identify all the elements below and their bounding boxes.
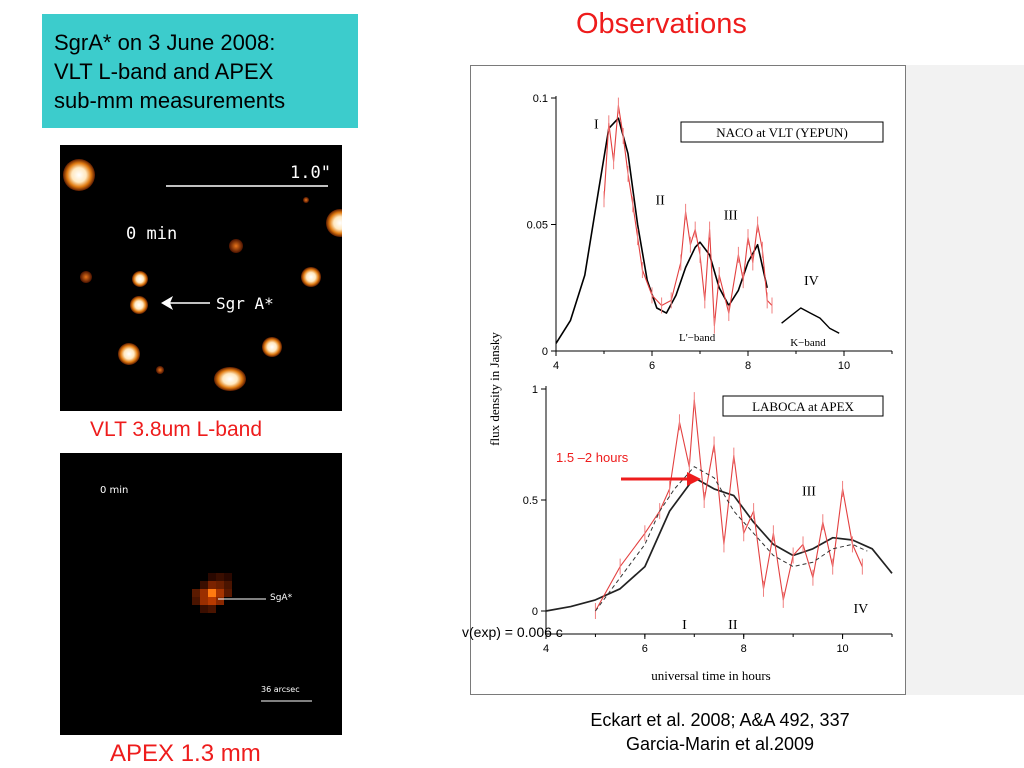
naco-series-line [781,307,840,334]
title-line-2: VLT L-band and APEX [54,59,274,84]
naco-title-box [680,121,884,143]
laboca-title-box [722,395,884,417]
pixel [200,597,208,605]
naco-ticks: 4 6 8 10 0 0.05 0.1 [527,93,893,372]
apex-image-canvas: 0 min SgA* 36 arcsec [100,485,312,702]
star-blob [262,337,282,357]
expansion-velocity-annotation: v(exp) = 0.006 c [462,624,563,640]
laboca-lines [545,392,893,619]
apex-caption: APEX 1.3 mm [110,740,261,767]
x-tick-label: 6 [642,643,648,655]
star-blob [132,271,148,287]
time-label: 0 min [100,485,128,496]
x-tick-label: 4 [543,643,549,655]
pixel [208,605,216,613]
apex-image: 0 min SgA* 36 arcsec [60,453,342,735]
laboca-series-line [594,399,863,612]
star-blob [118,343,140,365]
flare-label: IV [853,602,868,617]
target-label: SgA* [270,593,293,603]
x-tick-label: 4 [553,360,559,372]
pixel [208,581,216,589]
flare-label: III [724,208,738,223]
x-tick-label: 6 [649,360,655,372]
pixel [216,581,224,589]
band-label: L'−band [679,332,716,344]
flare-label: II [728,618,738,633]
star-blob [301,267,321,287]
vlt-image: 1.0" 0 min Sgr A* [60,145,354,411]
pixel [216,573,224,581]
flare-label: I [594,117,599,132]
pixel [224,581,232,589]
y-tick-label: 0 [542,346,548,358]
slide-title-box: SgrA* on 3 June 2008: VLT L-band and APE… [42,14,358,128]
annotation-arrowhead [687,472,701,486]
title-line-3: sub-mm measurements [54,88,286,113]
y-tick-label: 1 [532,384,538,396]
star-blob [229,239,243,253]
laboca-series-line [545,476,893,612]
pixel [224,589,232,597]
y-axis-label: flux density in Jansky [487,332,502,446]
y-tick-label: 0.1 [533,93,548,105]
pixel [200,605,208,613]
y-tick-label: 0.05 [527,220,548,232]
reference-line-2: Garcia-Marin et al.2009 [625,734,815,754]
pixel [208,589,216,597]
x-tick-label: 8 [745,360,751,372]
star-blob [214,367,246,391]
pixel [192,589,200,597]
flare-label: III [802,485,816,500]
laboca-ticks: 4 6 8 10 0 0.5 1 [523,384,893,655]
background-strip [906,65,1024,695]
star-blob [63,159,95,191]
pixel [200,589,208,597]
naco-title: NACO at VLT (YEPUN) [716,125,848,140]
pixel [192,597,200,605]
pixel [208,573,216,581]
y-tick-label: 0 [532,606,538,618]
laboca-title: LABOCA at APEX [752,399,854,414]
band-label: K−band [790,337,826,349]
x-tick-label: 10 [838,360,850,372]
star-blob [303,197,309,203]
vlt-caption: VLT 3.8um L-band [90,418,262,441]
naco-series-line [603,105,773,327]
pixel [224,573,232,581]
pixel [208,597,216,605]
x-axis-label: universal time in hours [651,668,771,683]
time-label: 0 min [126,224,177,244]
star-blob [80,271,92,283]
target-label: Sgr A* [216,294,274,313]
x-tick-label: 10 [836,643,848,655]
pixel [216,589,224,597]
star-blob [156,366,164,374]
title-line-1: SgrA* on 3 June 2008: [54,30,276,55]
sgr-a-star-blob [130,296,148,314]
vlt-image-canvas: 1.0" 0 min Sgr A* [63,159,354,391]
star-blob [326,209,354,237]
reference-line-1: Eckart et al. 2008; A&A 492, 337 [590,710,850,730]
observations-heading: Observations [576,8,747,40]
chart-panel: NACO at VLT (YEPUN) 4 6 8 10 0 0.05 0.1 I II III… [470,65,906,695]
arrowhead [161,296,173,310]
y-tick-label: 0.5 [523,495,538,507]
reference-block: Eckart et al. 2008; A&A 492, 337 Garcia-… [530,708,910,756]
flare-label: IV [804,274,819,289]
pixel [216,597,224,605]
flare-label: I [682,618,687,633]
naco-lines [555,97,840,344]
scale-label: 1.0" [290,163,331,183]
flare-label: II [655,193,665,208]
x-tick-label: 8 [741,643,747,655]
duration-annotation: 1.5 –2 hours [556,450,629,465]
scale-label: 36 arcsec [261,685,300,694]
pixel [200,581,208,589]
